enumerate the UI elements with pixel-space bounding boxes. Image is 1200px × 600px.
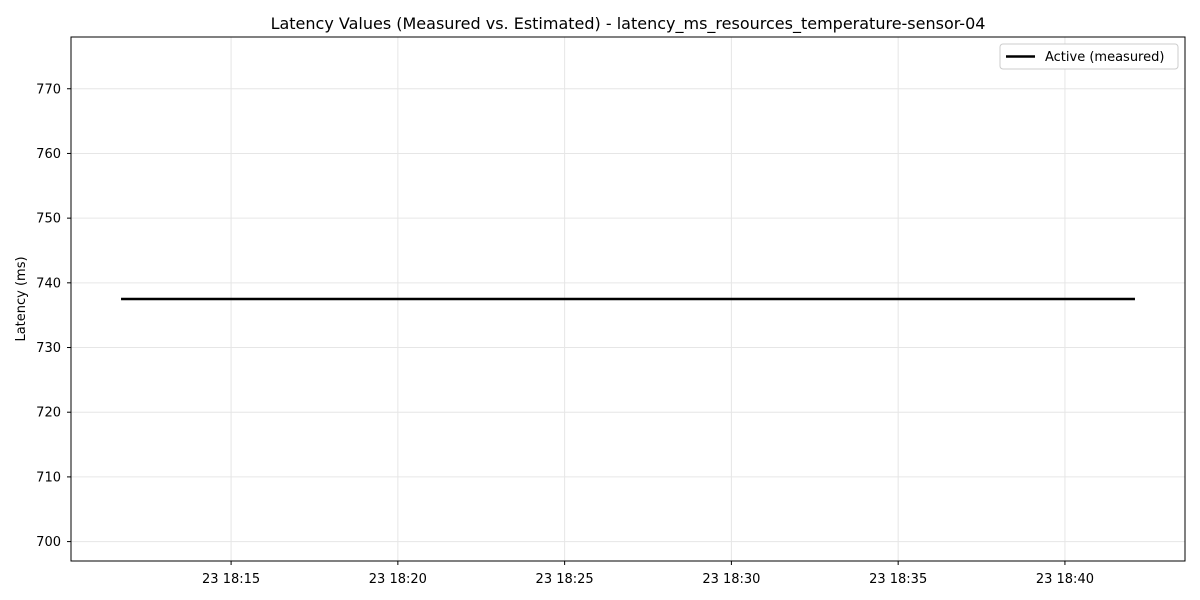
legend: Active (measured) xyxy=(999,43,1179,70)
x-tick-label: 23 18:30 xyxy=(702,572,760,587)
y-tick-label: 740 xyxy=(36,276,61,291)
y-axis-label: Latency (ms) xyxy=(14,256,29,341)
y-tick-label: 710 xyxy=(36,470,61,485)
y-tick-label: 730 xyxy=(36,341,61,356)
legend-box xyxy=(999,43,1179,70)
axes: 700 710 720 730 740 750 760 770 23 18:15 23 18:20… xyxy=(36,82,1094,587)
x-tick-label: 23 18:15 xyxy=(202,572,260,587)
x-tick-label: 23 18:35 xyxy=(869,572,927,587)
y-tick-label: 750 xyxy=(36,212,61,227)
x-tick-label: 23 18:20 xyxy=(369,572,427,587)
legend-label-active-measured: Active (measured) xyxy=(1045,50,1164,65)
y-tick-label: 700 xyxy=(36,535,61,550)
plot-area-frame xyxy=(70,36,1186,562)
chart-title: Latency Values (Measured vs. Estimated) … xyxy=(271,14,986,34)
y-tick-label: 720 xyxy=(36,406,61,421)
y-tick-label: 760 xyxy=(36,147,61,162)
x-tick-label: 23 18:25 xyxy=(536,572,594,587)
y-tick-label: 770 xyxy=(36,82,61,97)
x-tick-label: 23 18:40 xyxy=(1036,572,1094,587)
